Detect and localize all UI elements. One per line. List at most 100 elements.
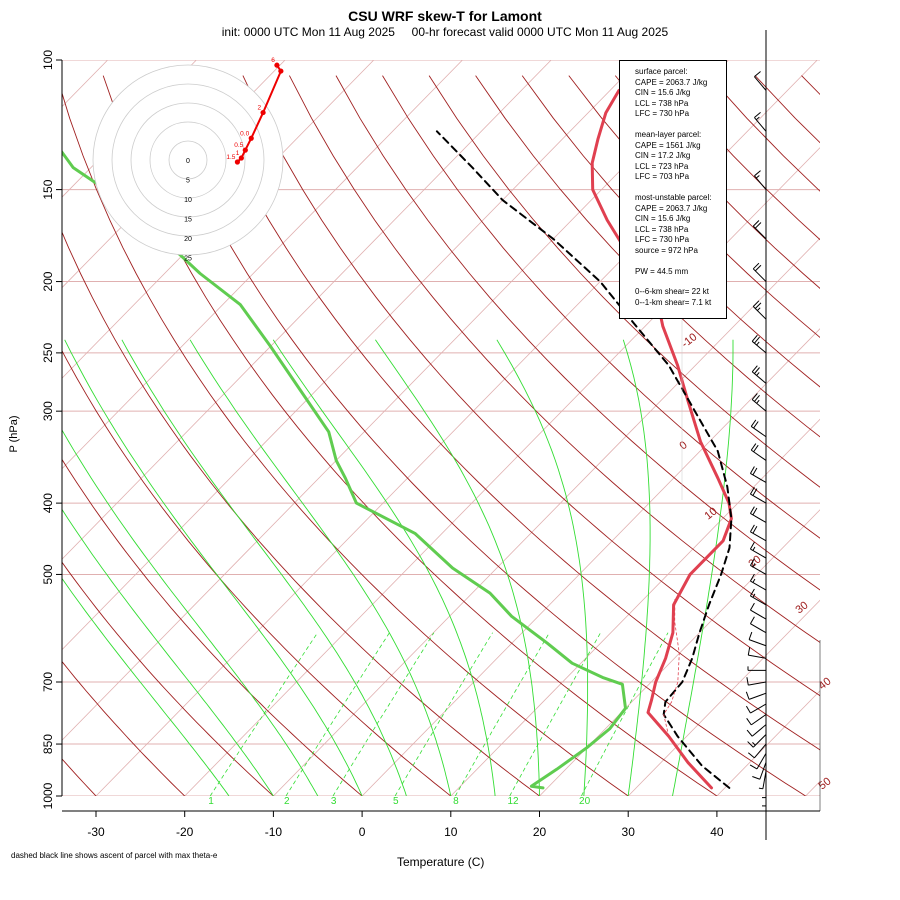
- dry-adiabat: [242, 75, 820, 697]
- stat-line: 0--1-km shear= 7.1 kt: [635, 297, 712, 307]
- surface-parcel-block: surface parcel: CAPE = 2063.7 J/kg CIN =…: [635, 67, 726, 120]
- isotherm: [450, 418, 820, 796]
- x-tick-label: 0: [359, 825, 366, 839]
- wind-barb: [754, 112, 767, 132]
- wind-barb: [754, 170, 767, 190]
- stat-line: CAPE = 2063.7 J/kg: [635, 77, 708, 87]
- wind-barb: [752, 762, 767, 780]
- stat-line: LFC = 703 hPa: [635, 172, 690, 182]
- moist-adiabat: [64, 339, 363, 796]
- barb-flag: [753, 421, 759, 429]
- barb-flag: [754, 71, 761, 78]
- barb-staff: [751, 399, 767, 412]
- moist-adiabat: [62, 429, 319, 796]
- mixing-ratio-label: 20: [579, 796, 591, 807]
- isotherm-label: 40: [816, 675, 833, 692]
- wind-barb: [752, 262, 767, 282]
- wind-barb: [749, 753, 767, 770]
- wind-barb: [745, 703, 767, 714]
- moist-adiabat: [62, 577, 230, 796]
- barb-flag: [750, 443, 757, 451]
- most-unstable-parcel-block: most-unstable parcel: CAPE = 2063.7 J/kg…: [635, 193, 726, 257]
- wind-barb: [752, 220, 767, 240]
- stats-panel: surface parcel: CAPE = 2063.7 J/kg CIN =…: [619, 60, 727, 319]
- barb-flag: [746, 718, 752, 726]
- barb-flag: [755, 175, 760, 179]
- wind-barb: [762, 779, 767, 799]
- stat-line: LFC = 730 hPa: [635, 235, 690, 245]
- hodograph-ring-label: 5: [186, 178, 190, 185]
- mixing-ratio-line: [285, 632, 390, 796]
- barb-staff: [756, 753, 767, 770]
- hodograph-point-label: 4: [275, 63, 279, 70]
- stat-line: source = 972 hPa: [635, 245, 698, 255]
- y-tick-label: 1000: [41, 782, 55, 809]
- stat-line: PW = 44.5 mm: [635, 266, 689, 276]
- barb-staff: [754, 175, 767, 190]
- wind-barb: [749, 573, 767, 591]
- moist-adiabat: [121, 339, 407, 796]
- wind-barb: [746, 677, 767, 686]
- wind-barb: [749, 616, 767, 634]
- barb-staff: [752, 734, 767, 748]
- barb-staff: [748, 654, 767, 659]
- wind-barb: [762, 787, 767, 807]
- stat-line: CIN = 15.6 J/kg: [635, 88, 691, 98]
- barb-flag: [756, 341, 760, 346]
- barb-flag: [745, 705, 751, 714]
- hodograph-ring-label: 15: [184, 217, 192, 224]
- wind-barb: [751, 393, 767, 412]
- y-axis-label: P (hPa): [8, 415, 20, 453]
- wind-barb: [752, 300, 767, 320]
- barb-flag: [749, 602, 755, 611]
- x-tick-label: 20: [533, 825, 547, 839]
- footnote: dashed black line shows ascent of parcel…: [11, 851, 218, 860]
- wind-barb: [749, 602, 767, 620]
- dry-adiabat: [801, 75, 820, 96]
- wind-barb: [749, 588, 767, 606]
- wind-barb: [748, 631, 767, 647]
- y-tick-label: 250: [41, 343, 55, 363]
- barb-staff: [750, 623, 767, 634]
- mixing-ratio-line: [209, 632, 318, 796]
- dry-adiabat: [102, 75, 718, 796]
- barb-flag: [746, 729, 753, 737]
- x-tick-label: 30: [622, 825, 636, 839]
- precipitable-water: PW = 44.5 mm: [635, 267, 726, 278]
- dry-adiabat: [62, 231, 541, 796]
- moist-adiabat: [375, 339, 540, 796]
- barb-flag: [752, 220, 760, 227]
- barb-flag: [756, 399, 760, 404]
- hodograph-ring-label: 20: [184, 236, 192, 243]
- barb-staff: [750, 703, 767, 714]
- wind-barb: [749, 524, 767, 542]
- hodograph-point-label: 1.5: [226, 154, 235, 161]
- shear-block: 0--6-km shear= 22 kt 0--1-km shear= 7.1 …: [635, 287, 726, 308]
- barb-flag: [749, 541, 755, 550]
- dry-adiabat: [382, 75, 820, 539]
- hodograph-point-label: 6: [271, 57, 275, 64]
- isotherm: [273, 237, 820, 796]
- mixing-ratio-label: 3: [331, 796, 337, 807]
- dry-adiabat: [62, 660, 186, 796]
- barb-staff: [754, 76, 767, 91]
- wind-barb: [747, 734, 767, 748]
- barb-flag: [754, 112, 761, 118]
- y-tick-label: 700: [41, 672, 55, 692]
- wind-barb: [749, 466, 767, 483]
- x-tick-label: -10: [265, 825, 283, 839]
- hodograph-ring: [111, 83, 265, 237]
- isotherm: [184, 147, 820, 796]
- barb-flag: [758, 787, 763, 790]
- stat-line: mean-layer parcel:: [635, 129, 702, 139]
- barb-staff: [748, 692, 767, 700]
- isotherm: [62, 60, 197, 198]
- hodograph-point: [242, 147, 248, 153]
- wind-barb: [754, 71, 767, 91]
- barb-flag: [754, 367, 760, 374]
- barb-flag: [747, 752, 755, 759]
- moist-adiabat: [496, 339, 589, 796]
- stat-line: 0--6-km shear= 22 kt: [635, 287, 710, 297]
